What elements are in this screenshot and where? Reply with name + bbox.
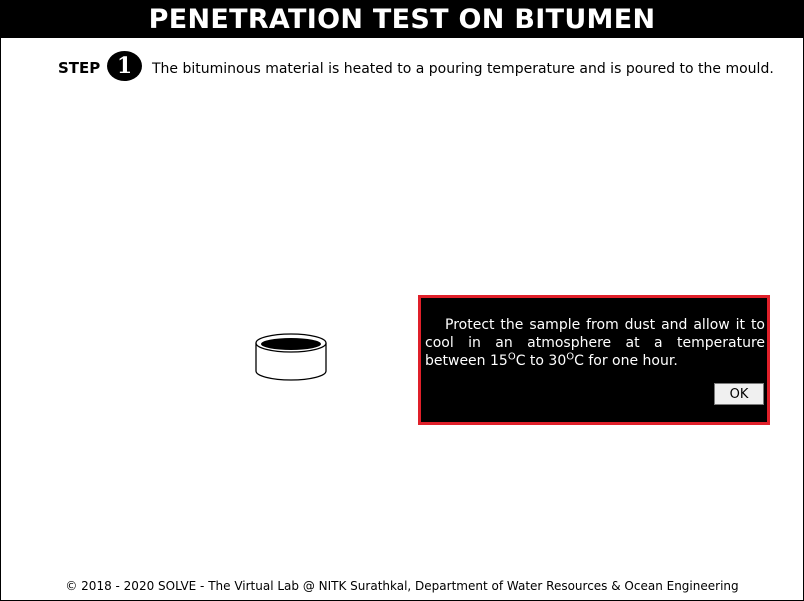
step-label: STEP	[58, 59, 101, 77]
mould-icon[interactable]	[254, 331, 328, 383]
degree-symbol: O	[507, 351, 516, 363]
step-number-badge: 1	[107, 51, 142, 81]
footer-copyright: © 2018 - 2020 SOLVE - The Virtual Lab @ …	[65, 579, 739, 593]
dialog-text-part: C to 30	[515, 353, 567, 369]
page-title: PENETRATION TEST ON BITUMEN	[1, 1, 803, 38]
degree-symbol: O	[566, 351, 575, 363]
ok-button[interactable]: OK	[714, 383, 764, 405]
dialog-text-part: Protect the sample from dust and allow i…	[425, 317, 765, 369]
step-instruction: The bituminous material is heated to a p…	[152, 61, 774, 77]
info-dialog: Protect the sample from dust and allow i…	[418, 295, 770, 425]
dialog-message: Protect the sample from dust and allow i…	[425, 316, 765, 370]
dialog-text-part: C for one hour.	[574, 353, 678, 369]
